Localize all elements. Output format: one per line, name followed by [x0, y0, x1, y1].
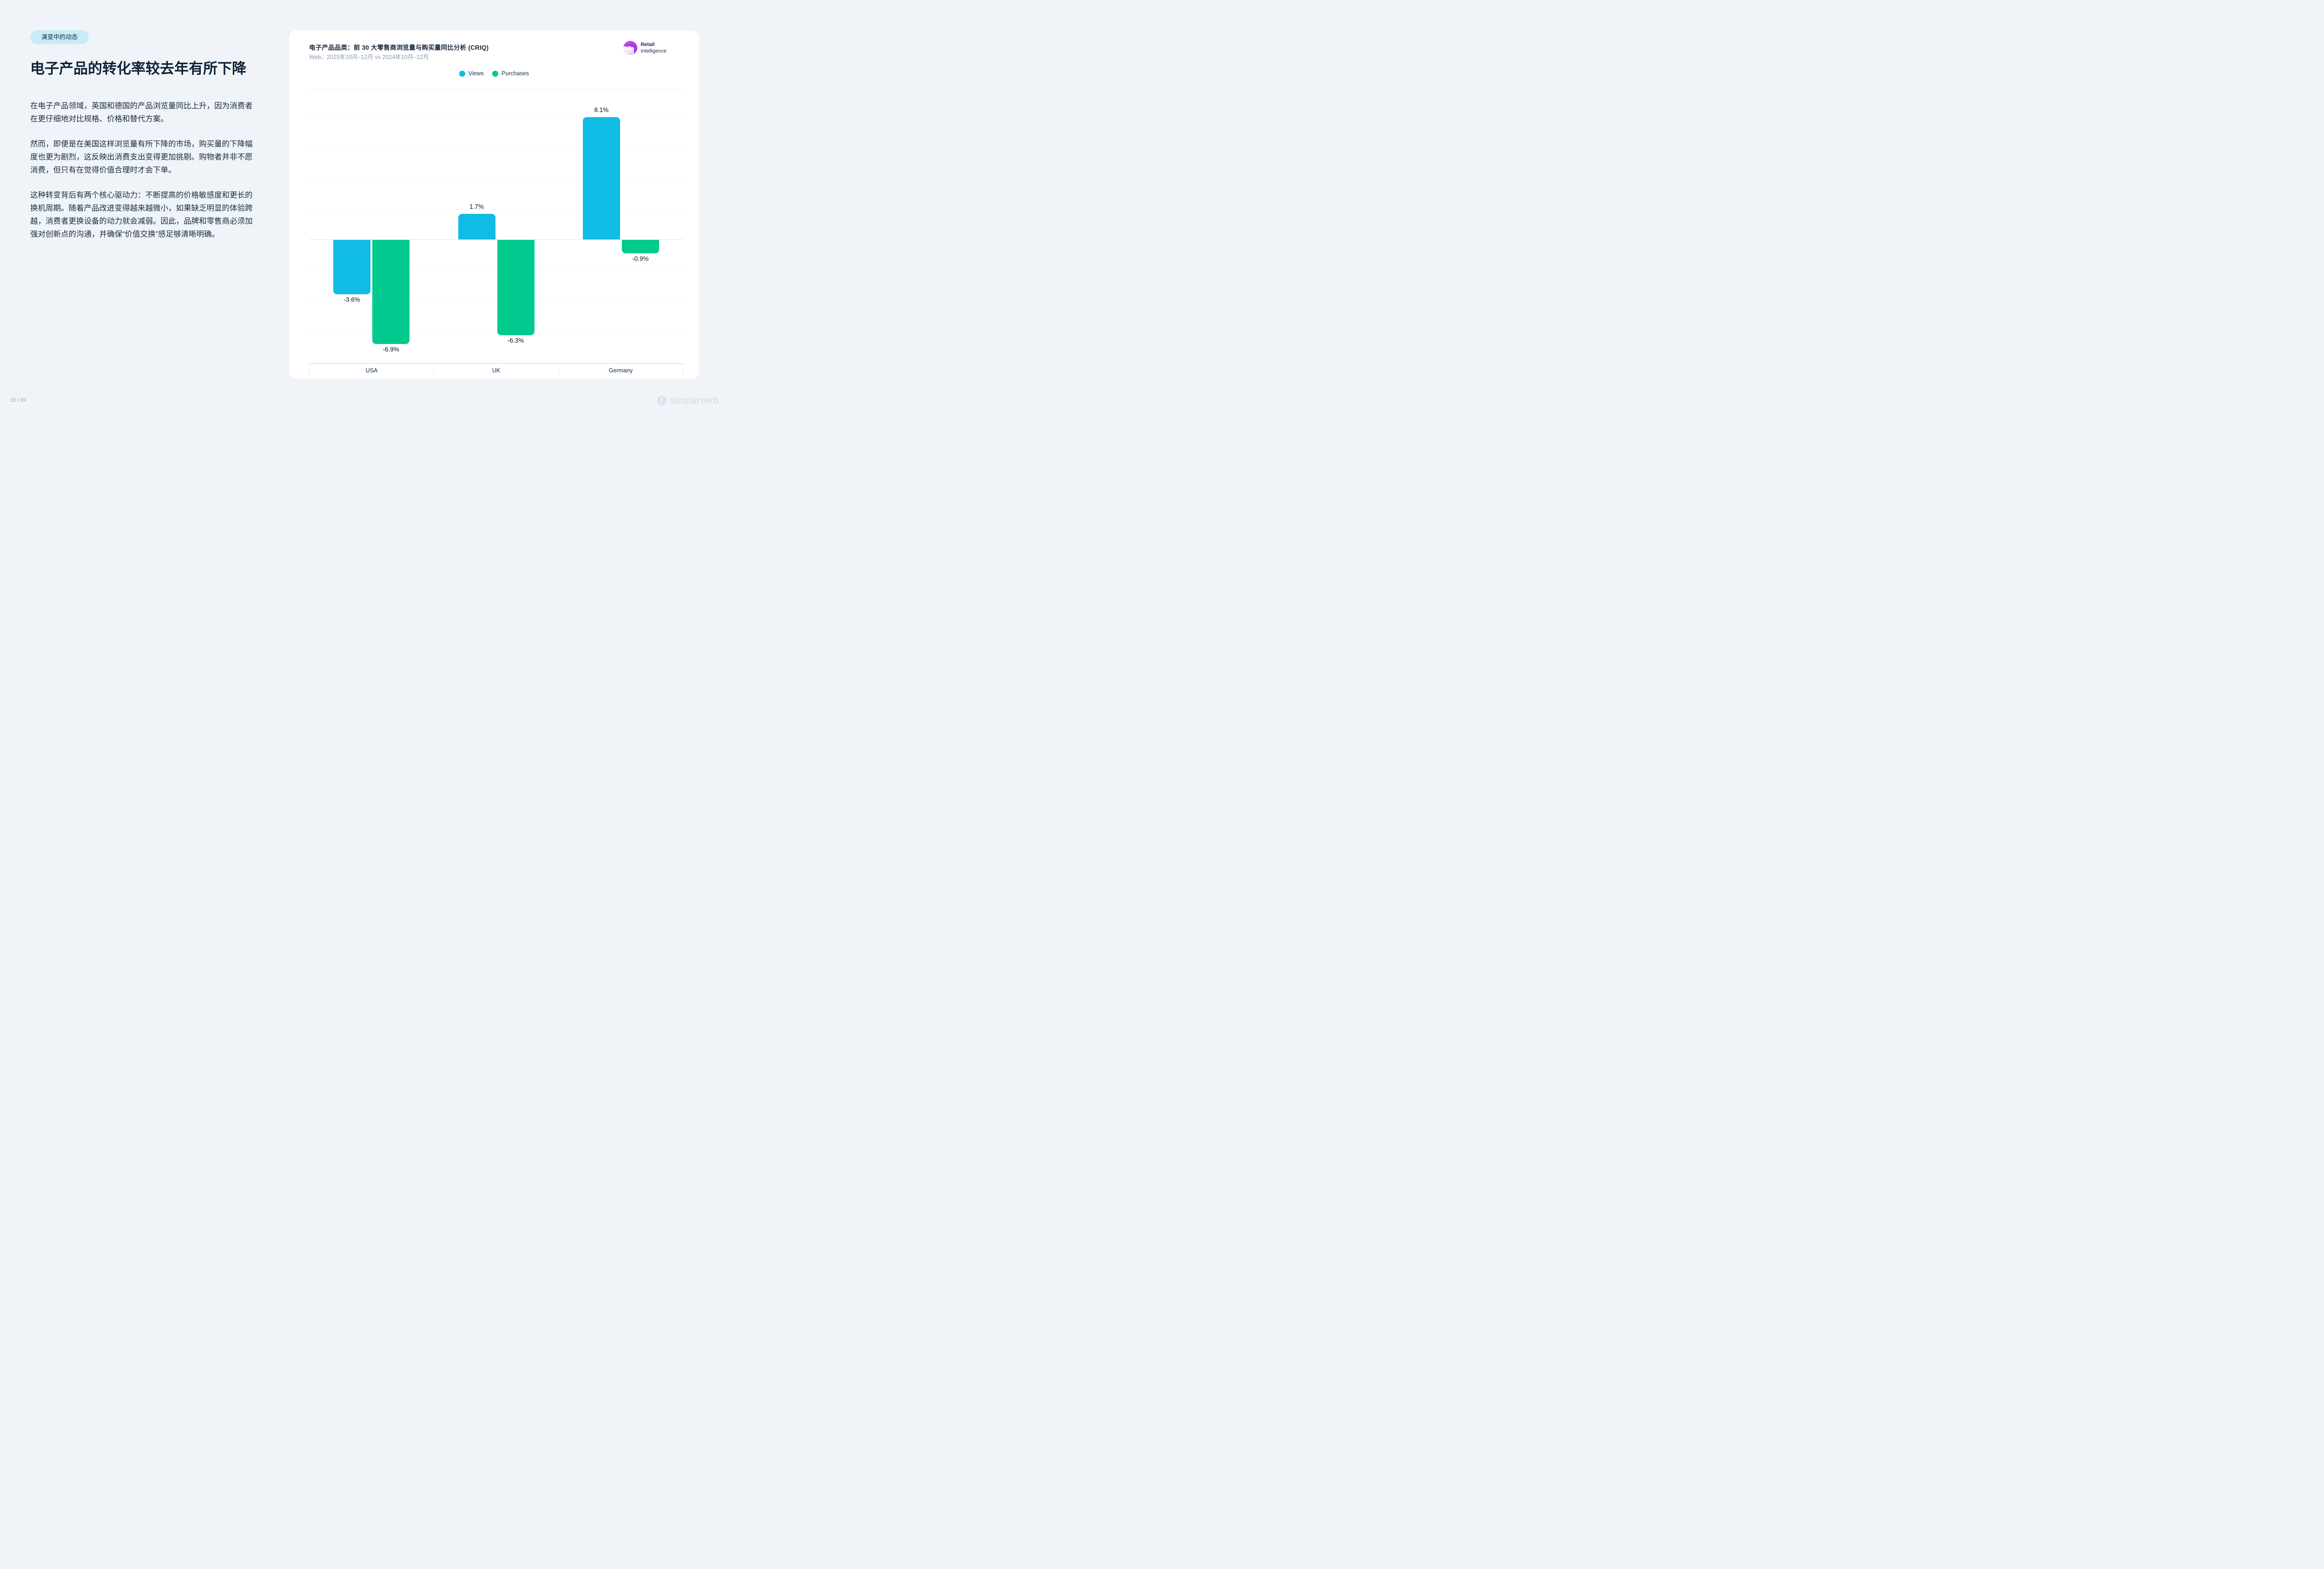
legend-item-views: Views [459, 70, 484, 77]
plot-area: -3.6% 1.7% 8.1% -6.9% -6.3% -0.9% [309, 86, 683, 363]
legend-item-purchases: Purchases [492, 70, 529, 77]
retail-intelligence-logo: Retail Intelligence [623, 41, 667, 55]
similarweb-logo: similarweb [656, 395, 719, 406]
body-text: 在电子产品领域，英国和德国的产品浏览量同比上升，因为消费者在更仔细地对比规格、价… [30, 99, 260, 253]
legend-label: Views [468, 70, 484, 77]
bar-value-label: -6.3% [507, 337, 524, 344]
page-number: 15 / 29 [10, 397, 26, 403]
section-badge: 演变中的动态 [30, 30, 89, 44]
chart-card: 电子产品品类：前 30 大零售商浏览量与购买量同比分析 (CRIQ) Web，2… [289, 31, 699, 378]
bar-views-uk [458, 213, 495, 239]
chart-legend: Views Purchases [289, 70, 699, 77]
bar-purchases-usa [372, 240, 410, 344]
bar-value-label: -6.9% [383, 346, 399, 353]
bar-purchases-uk [497, 240, 535, 335]
bar-views-usa [333, 240, 371, 294]
bar-purchases-germany [621, 240, 659, 254]
bar-views-germany [582, 117, 620, 239]
paragraph-1: 在电子产品领域，英国和德国的产品浏览量同比上升，因为消费者在更仔细地对比规格、价… [30, 102, 253, 123]
retail-intelligence-label: Retail Intelligence [640, 41, 667, 54]
bar-value-label: -0.9% [632, 255, 649, 263]
chart-title: 电子产品品类：前 30 大零售商浏览量与购买量同比分析 (CRIQ) [309, 44, 489, 51]
chart-subtitle: Web，2025年10月–12月 vs 2024年10月–12月 [309, 54, 429, 60]
category-label-usa: USA [310, 364, 434, 377]
similarweb-wordmark: similarweb [669, 395, 719, 406]
category-label-germany: Germany [608, 367, 633, 374]
bar-value-label: -3.6% [343, 296, 360, 303]
paragraph-2: 然而，即便是在美国这样浏览量有所下降的市场，购买量的下降幅度也更为剧烈，这反映出… [30, 140, 253, 174]
gridline [309, 330, 683, 331]
gridline [309, 209, 683, 210]
legend-dot-icon [492, 70, 499, 77]
zero-line [309, 239, 683, 240]
similarweb-icon [656, 395, 667, 406]
page-title: 电子产品的转化率较去年有所下降 [30, 60, 246, 77]
paragraph-3: 这种转变背后有两个核心驱动力：不断提高的价格敏感度和更长的换机周期。随着产品改进… [30, 191, 253, 238]
category-label-uk: UK [434, 364, 559, 377]
category-axis: USA UK Germany [309, 363, 683, 377]
shopping-bag-icon [623, 41, 638, 55]
legend-label: Purchases [502, 70, 529, 77]
legend-dot-icon [459, 70, 465, 77]
bar-value-label: 8.1% [594, 106, 609, 113]
gridline [309, 360, 683, 361]
bar-value-label: 1.7% [469, 203, 484, 210]
gridline [309, 88, 683, 89]
